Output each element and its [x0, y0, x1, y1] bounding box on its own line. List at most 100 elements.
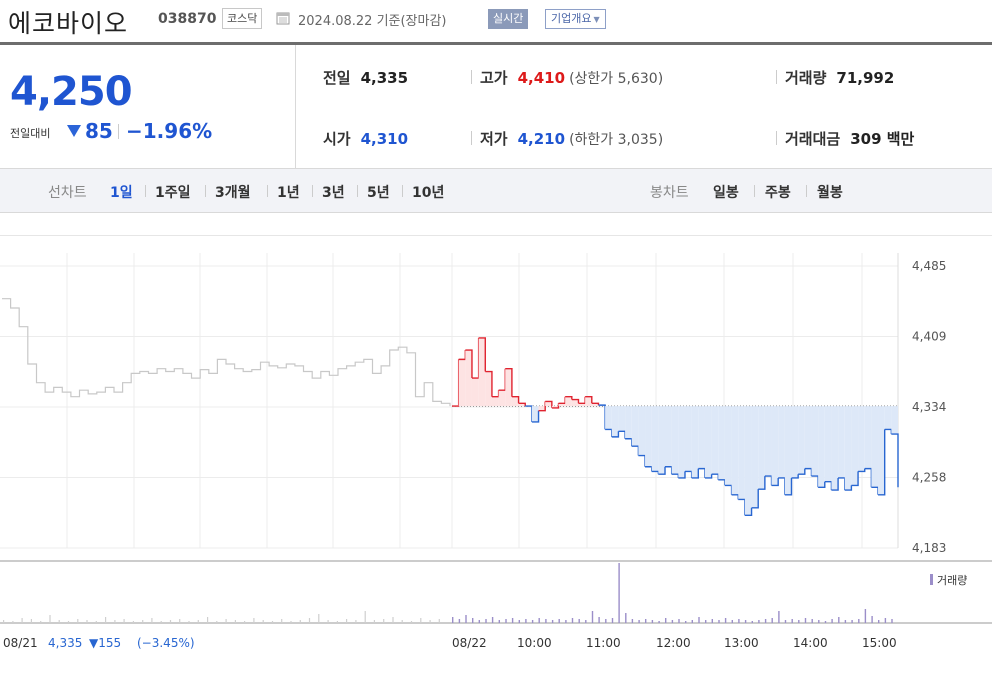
- period-1d[interactable]: 1일: [110, 185, 133, 201]
- candle-weekly[interactable]: 주봉: [765, 185, 791, 201]
- volume-bar: [671, 620, 674, 623]
- calendar-icon: [276, 12, 290, 25]
- volume-bar: [58, 620, 60, 623]
- period-1y[interactable]: 1년: [277, 185, 300, 201]
- volume-bar: [751, 621, 753, 623]
- company-overview-button[interactable]: 기업개요 ▼: [545, 9, 606, 29]
- prev-day-rate: (−3.45%): [137, 636, 195, 650]
- price-line-segment: [804, 467, 813, 477]
- area-fill: [531, 406, 539, 422]
- volume-bar: [551, 620, 554, 623]
- volume-bar: [651, 620, 654, 623]
- menu-divider: [312, 185, 313, 197]
- price-line-segment: [844, 485, 853, 491]
- volume-bar: [878, 620, 880, 623]
- stock-header: 에코바이오 038870 코스닥 2024.08.22 기준(장마감) 실시간 …: [0, 0, 992, 42]
- prev-close-value: 4,335: [360, 69, 409, 87]
- volume-bar: [12, 621, 14, 623]
- volume-bar: [665, 618, 667, 623]
- area-fill: [691, 406, 699, 478]
- price-line-segment: [545, 400, 553, 408]
- period-3y[interactable]: 3년: [322, 185, 345, 201]
- price-chart[interactable]: 4,485 4,409 4,334 4,258 4,183 08/22 10:00 11:0…: [0, 213, 992, 675]
- area-fill: [591, 403, 599, 407]
- volume-bar: [571, 618, 574, 623]
- volume-bar: [871, 616, 873, 623]
- area-fill: [784, 406, 792, 495]
- price-line-segment: [764, 475, 773, 486]
- volume-bar: [611, 618, 614, 623]
- price-line-segment: [558, 396, 566, 404]
- area-fill: [498, 390, 506, 407]
- price-line-segment: [618, 430, 626, 439]
- period-1w[interactable]: 1주일: [155, 185, 191, 201]
- candle-monthly[interactable]: 월봉: [817, 185, 843, 201]
- period-3m[interactable]: 3개월: [215, 185, 251, 201]
- area-fill: [638, 406, 646, 456]
- volume-bar: [851, 620, 853, 623]
- area-fill: [791, 406, 799, 478]
- volume-bar: [864, 609, 867, 623]
- volume-bar: [114, 620, 116, 623]
- area-fill: [878, 406, 885, 495]
- price-line-segment: [858, 468, 866, 473]
- stat-volume: 거래량 71,992: [785, 67, 894, 88]
- x-tick-label: 13:00: [724, 636, 759, 650]
- period-5y[interactable]: 5년: [367, 185, 390, 201]
- volume-bar: [545, 619, 547, 623]
- volume-bar: [598, 617, 600, 623]
- price-line-segment: [878, 429, 886, 496]
- volume-bar: [491, 617, 494, 623]
- prev-day-change: ▼155: [89, 636, 121, 650]
- price-chart-svg[interactable]: 4,485 4,409 4,334 4,258 4,183 08/22 10:00 11:0…: [0, 213, 992, 675]
- area-fill: [858, 406, 865, 472]
- amount-value: 309 백만: [850, 130, 915, 148]
- menu-divider: [754, 185, 755, 197]
- change-divider: [118, 124, 119, 139]
- area-fill: [711, 406, 719, 475]
- price-line-segment: [758, 476, 766, 490]
- candle-daily[interactable]: 일봉: [713, 185, 739, 201]
- area-fill: [631, 406, 639, 447]
- area-fill: [651, 406, 659, 472]
- prev-day-info: 08/21 4,335 ▼155 (−3.45%): [3, 636, 195, 650]
- amount-label: 거래대금: [785, 130, 841, 148]
- x-tick-label: 08/22: [452, 636, 487, 650]
- volume-bar: [478, 620, 480, 623]
- company-overview-label: 기업개요: [551, 12, 592, 25]
- area-fill: [625, 406, 632, 439]
- volume-legend: 거래량: [930, 574, 967, 587]
- low-label: 저가: [480, 130, 508, 148]
- area-fill: [851, 406, 859, 486]
- realtime-button[interactable]: 실시간: [488, 9, 529, 29]
- volume-bars: [3, 563, 893, 623]
- period-10y[interactable]: 10년: [412, 185, 445, 201]
- price-line-segment: [684, 470, 693, 478]
- volume-bar: [401, 620, 403, 623]
- volume-bar: [299, 620, 301, 623]
- open-label: 시가: [323, 130, 351, 148]
- volume-bar: [105, 617, 107, 623]
- price-line-segment: [811, 475, 819, 488]
- volume-bar: [410, 621, 413, 623]
- volume-bar: [95, 621, 97, 623]
- chart-menu-bar: 선차트 1일 1주일 3개월 1년 3년 5년 10년 봉차트 일봉 주봉 월봉: [0, 169, 992, 213]
- change-rate: −1.96%: [126, 119, 213, 143]
- volume-bar: [625, 613, 627, 623]
- volume-bar: [346, 619, 348, 623]
- stat-divider: [471, 70, 472, 84]
- y-axis-labels: 4,485 4,409 4,334 4,258 4,183: [912, 259, 946, 555]
- area-fill: [678, 406, 685, 478]
- volume-bar: [518, 620, 520, 623]
- area-fill: [665, 406, 672, 467]
- prev-day-series: [2, 298, 451, 407]
- area-fill: [771, 406, 779, 486]
- area-fill: [658, 406, 666, 475]
- volume-bar: [645, 619, 647, 623]
- date-text: 2024.08.22 기준(장마감): [298, 14, 447, 29]
- volume-bar: [565, 620, 567, 623]
- volume-bar: [438, 619, 440, 623]
- volume-bar: [364, 611, 366, 623]
- price-line-segment: [864, 467, 873, 488]
- volume-bar: [485, 619, 487, 623]
